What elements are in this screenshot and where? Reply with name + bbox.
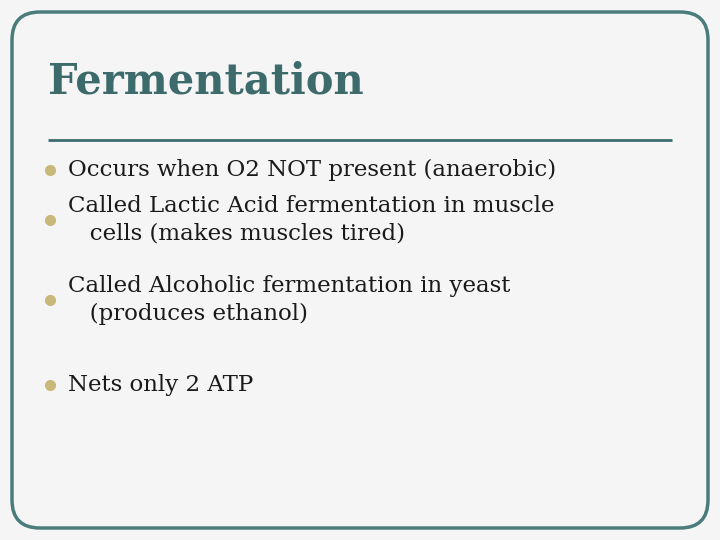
FancyBboxPatch shape xyxy=(12,12,708,528)
Text: Called Alcoholic fermentation in yeast
   (produces ethanol): Called Alcoholic fermentation in yeast (… xyxy=(68,275,510,325)
Text: Fermentation: Fermentation xyxy=(48,60,364,102)
Text: Called Lactic Acid fermentation in muscle
   cells (makes muscles tired): Called Lactic Acid fermentation in muscl… xyxy=(68,195,554,245)
Text: Nets only 2 ATP: Nets only 2 ATP xyxy=(68,374,253,396)
Text: Occurs when O2 NOT present (anaerobic): Occurs when O2 NOT present (anaerobic) xyxy=(68,159,556,181)
